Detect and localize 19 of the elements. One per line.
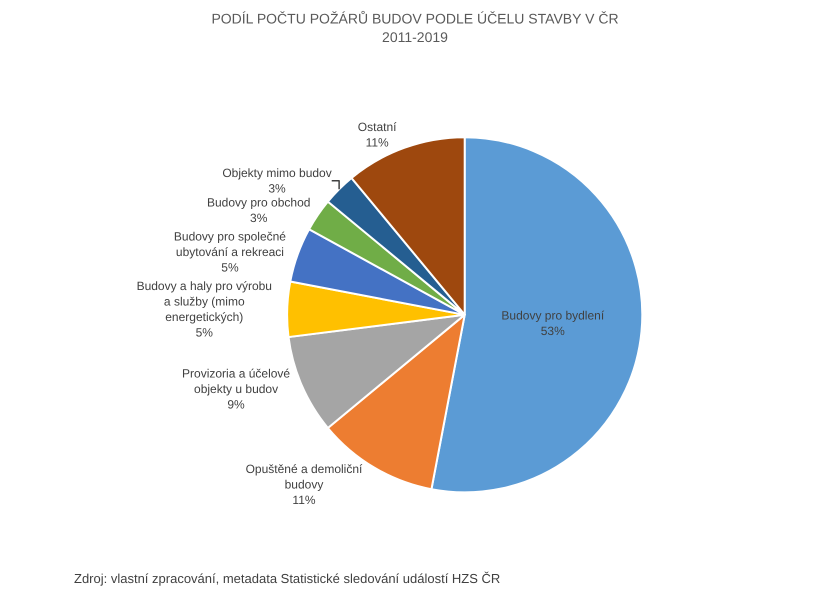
data-label: 5% <box>221 260 239 275</box>
slice-label: Budovy pro obchod <box>207 196 310 210</box>
text: Zdroj: vlastní zpracování, metadata Statistické sledování událostí HZS ČR <box>74 571 500 586</box>
chart-title: PODÍL POČTU POŽÁRŮ BUDOV PODLE ÚČELU STAVBY V ČR <box>211 10 619 27</box>
data-label: 5% <box>196 326 214 340</box>
slice-label: Objekty mimo budov <box>222 166 332 180</box>
slice-label: Budovy pro společné ubytování a rekreaci <box>174 229 286 260</box>
slice-label: Opuštěné a demoliční budovy <box>246 462 363 492</box>
data-label: 11% <box>292 493 316 508</box>
data-label: 3% <box>250 211 268 226</box>
data-label: 53% <box>540 324 566 338</box>
slice-label: Budovy a haly pro výrobu a služby (mimo energetických) <box>136 278 272 324</box>
slice-label: Budovy pro bydlení <box>501 308 605 322</box>
slice-label: Ostatní <box>358 120 398 134</box>
data-label: 9% <box>227 398 246 412</box>
chart-subtitle: 2011-2019 <box>382 28 448 45</box>
data-label: 11% <box>366 135 390 150</box>
data-label: 3% <box>268 182 286 196</box>
slice-label: Provizoria a účelové objekty u budov <box>182 366 290 396</box>
